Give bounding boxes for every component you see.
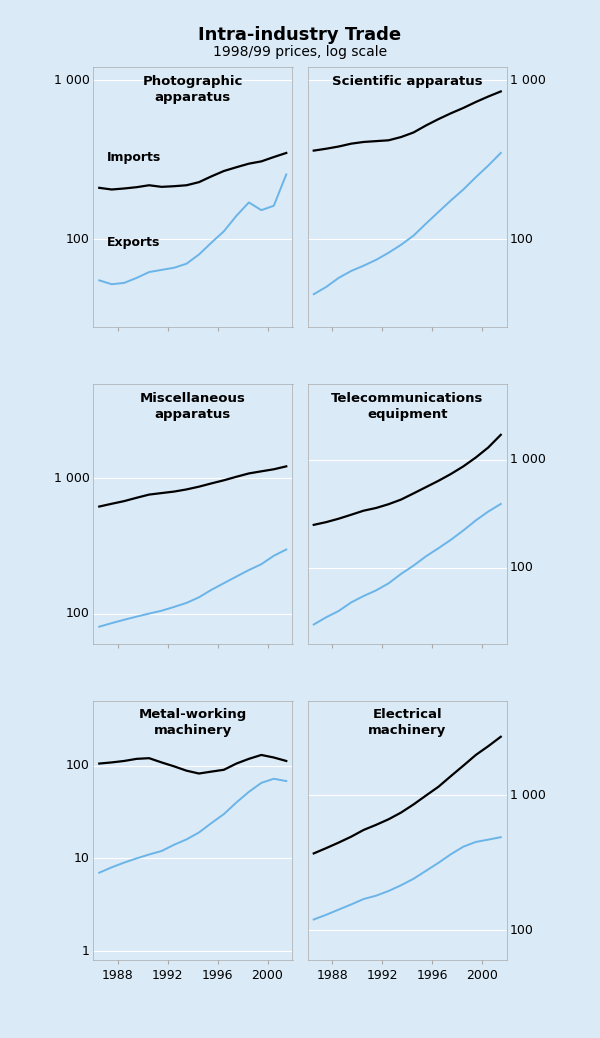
Text: 1 000: 1 000: [510, 74, 546, 86]
Text: Exports: Exports: [107, 237, 160, 249]
Text: Photographic
apparatus: Photographic apparatus: [143, 75, 243, 104]
Text: Intra-industry Trade: Intra-industry Trade: [199, 26, 401, 44]
Text: 100: 100: [66, 607, 90, 620]
Text: 100: 100: [510, 233, 534, 246]
Text: Metal-working
machinery: Metal-working machinery: [139, 709, 247, 737]
Text: 1 000: 1 000: [510, 454, 546, 466]
Text: Telecommunications
equipment: Telecommunications equipment: [331, 391, 484, 420]
Text: 100: 100: [510, 924, 534, 936]
Text: 10: 10: [74, 852, 90, 865]
Text: 1998/99 prices, log scale: 1998/99 prices, log scale: [213, 45, 387, 58]
Text: 100: 100: [66, 233, 90, 246]
Text: 1: 1: [82, 945, 90, 958]
Text: 100: 100: [66, 759, 90, 772]
Text: Imports: Imports: [107, 151, 161, 164]
Text: 100: 100: [510, 562, 534, 574]
Text: Miscellaneous
apparatus: Miscellaneous apparatus: [140, 391, 245, 420]
Text: 1 000: 1 000: [510, 789, 546, 801]
Text: Electrical
machinery: Electrical machinery: [368, 709, 446, 737]
Text: 1 000: 1 000: [54, 74, 90, 86]
Text: Scientific apparatus: Scientific apparatus: [332, 75, 482, 88]
Text: 1 000: 1 000: [54, 472, 90, 485]
